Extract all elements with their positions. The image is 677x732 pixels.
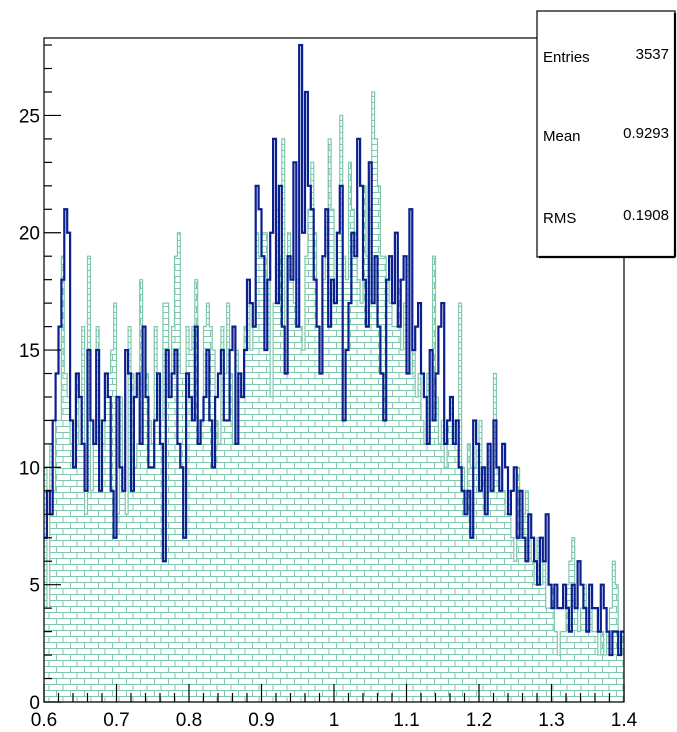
x-tick-label: 0.7 (103, 710, 129, 731)
y-tick-label: 20 (19, 224, 40, 245)
x-tick-label: 1.2 (466, 710, 492, 731)
y-tick-label: 0 (29, 693, 40, 714)
x-tick-label: 0.9 (248, 710, 274, 731)
stats-rms-label: RMS (543, 210, 576, 227)
x-tick-label: 0.6 (31, 710, 57, 731)
stats-box-frame (536, 10, 676, 258)
filled-histogram-series (43, 91, 625, 703)
filled-series-area (43, 91, 625, 703)
x-tick-label: 0.8 (176, 710, 202, 731)
y-tick-label: 10 (19, 458, 40, 479)
y-axis: 0 5 10 15 20 25 (19, 44, 61, 714)
y-tick-label: 15 (19, 341, 40, 362)
stats-mean-value: 0.9293 (623, 125, 669, 142)
stats-mean-label: Mean (543, 128, 581, 145)
line-histogram-series (44, 43, 624, 657)
stats-entries-label: Entries (543, 49, 590, 66)
stats-box: Entries 3537 Mean 0.9293 RMS 0.1908 (536, 10, 677, 259)
y-tick-label: 25 (19, 106, 40, 127)
x-tick-label: 1.3 (538, 710, 564, 731)
x-tick-label: 1.4 (611, 710, 638, 731)
stats-rms-value: 0.1908 (623, 207, 669, 224)
line-series-path (44, 43, 624, 657)
y-tick-label: 5 (29, 576, 40, 597)
x-tick-label: 1 (329, 710, 340, 731)
x-tick-label: 1.1 (393, 710, 419, 731)
x-axis: 0.6 0.7 0.8 0.9 1 1.1 1.2 1.3 1.4 (31, 684, 638, 731)
stats-entries-value: 3537 (636, 46, 669, 63)
